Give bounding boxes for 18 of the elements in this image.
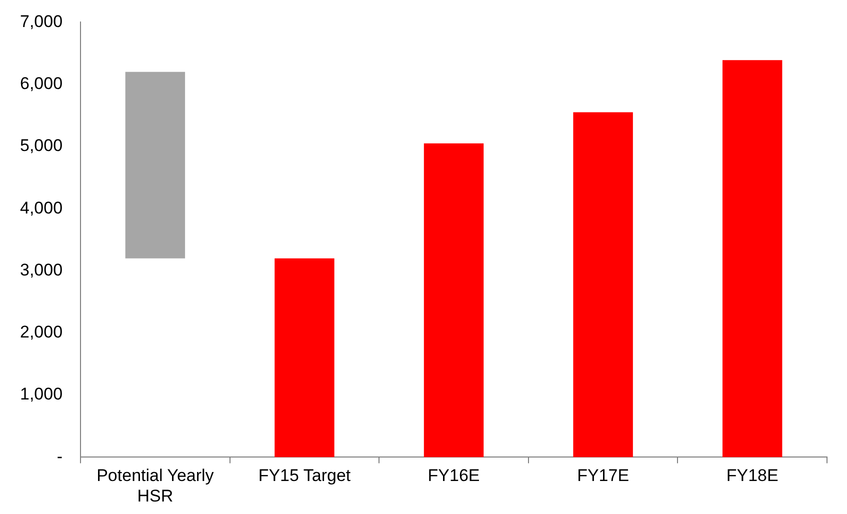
- y-tick-label: 3,000: [20, 260, 63, 280]
- bar: [274, 258, 334, 458]
- y-tick-label: 7,000: [20, 12, 63, 31]
- x-tick-label: FY15 Target: [258, 466, 351, 486]
- y-tick-label: 6,000: [20, 74, 63, 94]
- y-tick-label: 4,000: [20, 198, 63, 218]
- y-tick-label: -: [56, 446, 63, 466]
- bar: [424, 143, 484, 458]
- y-tick-label: 2,000: [20, 322, 63, 342]
- bar: [125, 72, 186, 258]
- bar: [722, 60, 782, 458]
- x-tick-label: FY18E: [726, 466, 778, 486]
- bar: [573, 112, 633, 458]
- y-tick-label: 5,000: [20, 136, 63, 156]
- x-tick-label: FY17E: [577, 466, 630, 486]
- y-tick-label: 1,000: [20, 384, 63, 404]
- x-tick-label: FY16E: [428, 466, 480, 486]
- x-tick-label: Potential Yearly HSR: [96, 466, 214, 506]
